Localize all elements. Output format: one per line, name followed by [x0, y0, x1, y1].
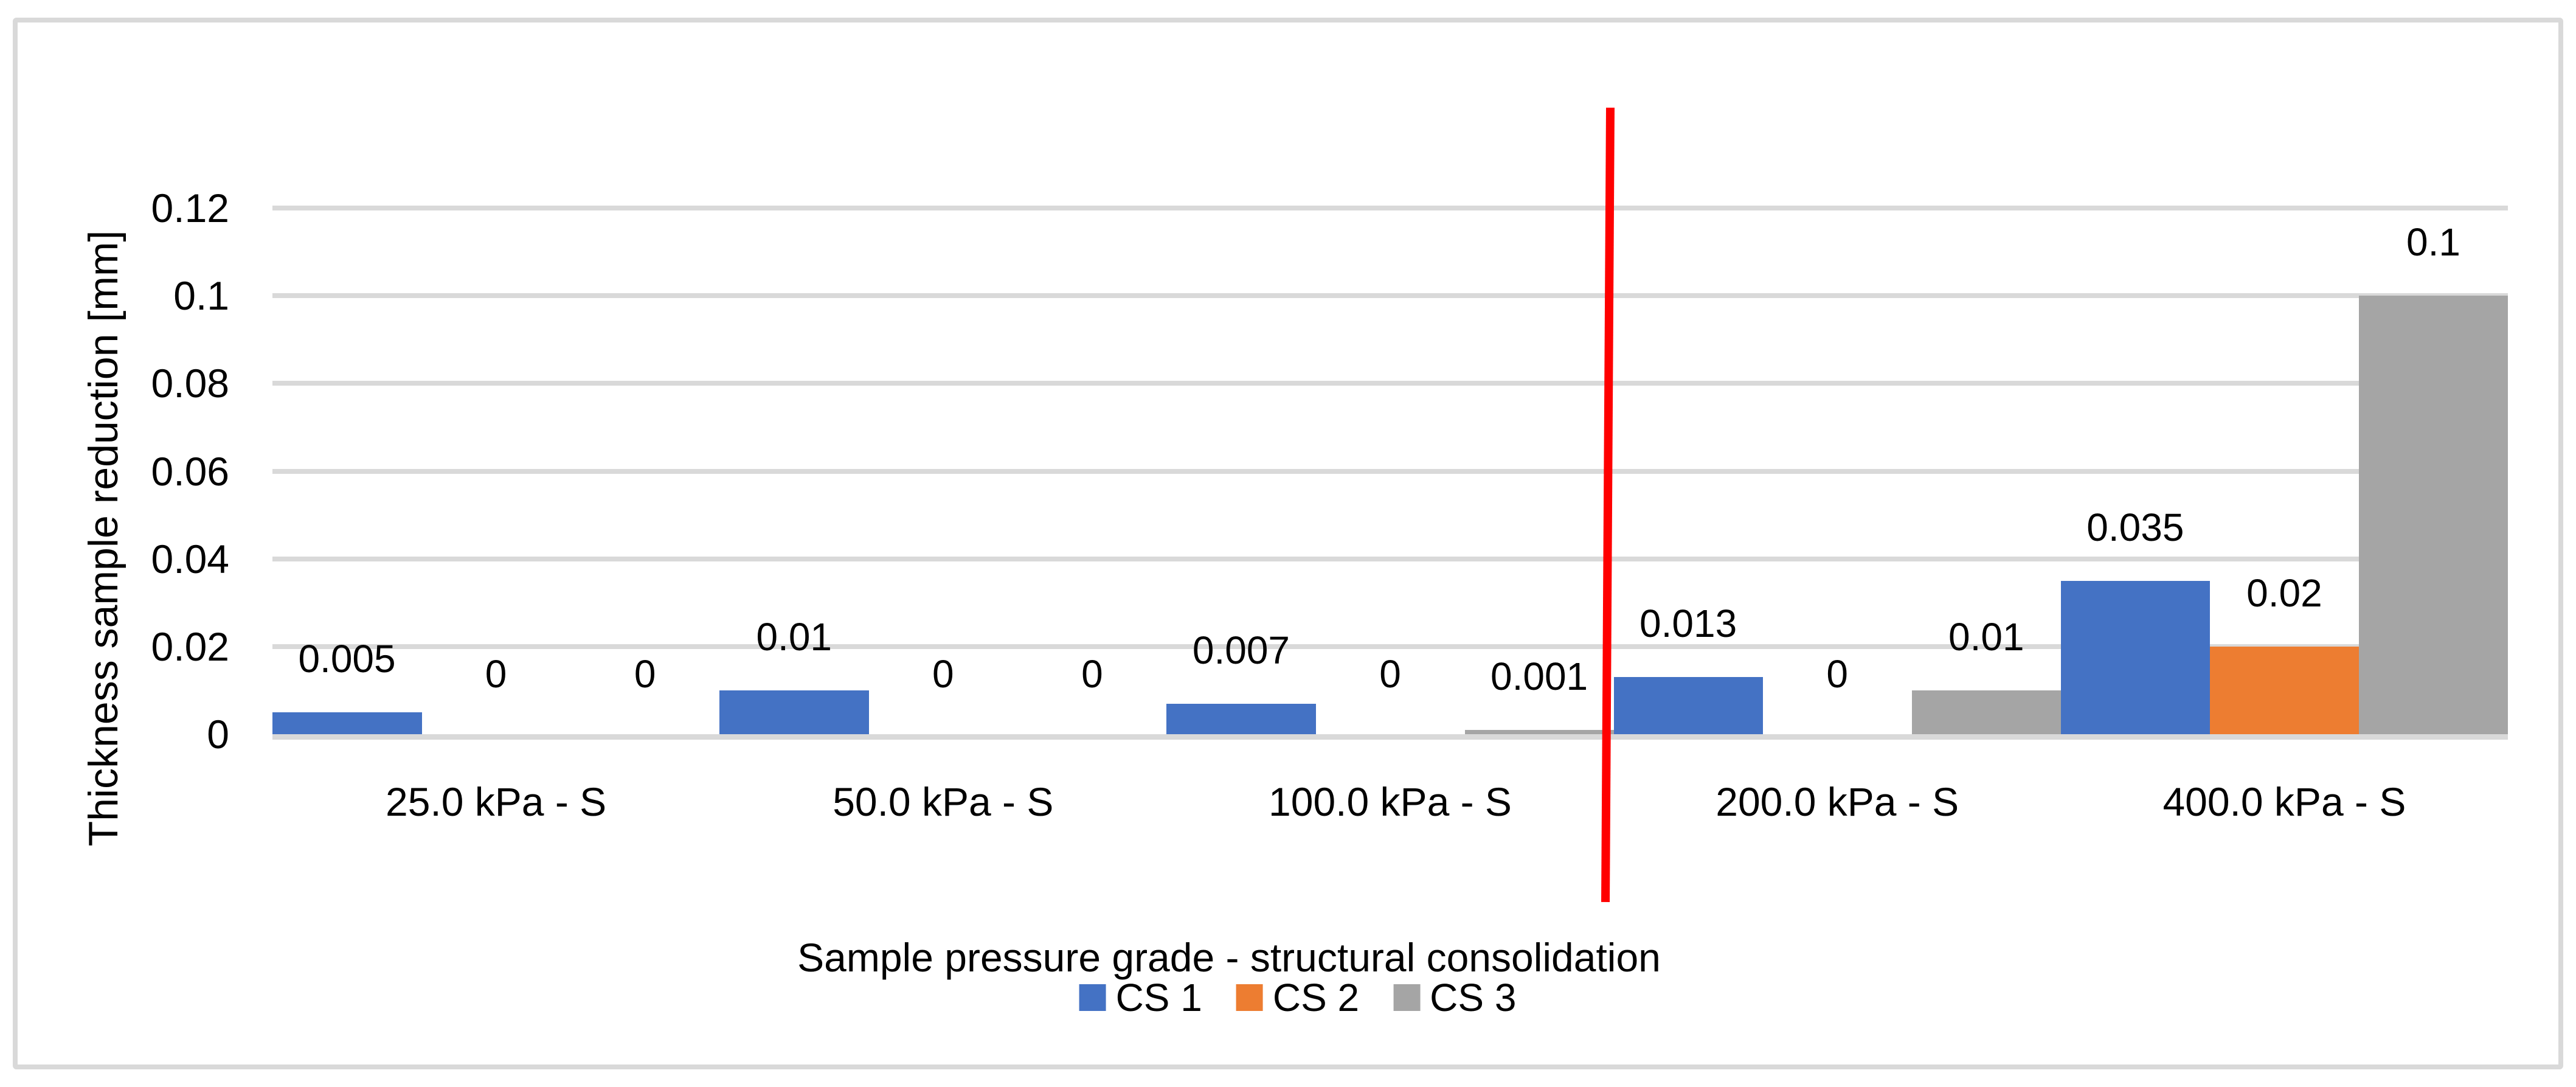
data-label: 0.01 — [1948, 614, 2024, 659]
bar-cs3-100.0 — [1464, 729, 1615, 734]
bar-cs1-400.0 — [2060, 580, 2211, 734]
gridline — [272, 468, 2508, 474]
gridline — [272, 206, 2508, 211]
data-label: 0 — [1379, 652, 1401, 696]
bar-cs1-100.0 — [1166, 703, 1316, 734]
y-axis-title: Thickness sample reduction [mm] — [80, 230, 126, 847]
data-label: 0 — [1826, 652, 1848, 696]
data-label: 0 — [485, 652, 507, 696]
y-tick-label: 0.1 — [173, 273, 229, 319]
legend-swatch-cs2 — [1236, 984, 1263, 1011]
y-tick-label: 0.12 — [151, 186, 229, 231]
gridline — [272, 644, 2508, 649]
legend-label: CS 3 — [1430, 976, 1517, 1019]
figure-border — [13, 18, 2563, 1069]
y-tick-label: 0.04 — [151, 536, 229, 582]
x-category-label: 25.0 kPa - S — [385, 779, 607, 824]
data-label: 0.1 — [2406, 220, 2460, 265]
data-label: 0 — [1081, 652, 1103, 696]
data-label: 0.007 — [1192, 628, 1290, 672]
bar-cs1-50.0 — [719, 690, 869, 734]
data-label: 0.01 — [756, 614, 832, 659]
x-category-label: 100.0 kPa - S — [1269, 779, 1512, 824]
bar-cs3-400.0 — [2358, 296, 2508, 734]
legend-item-cs1: CS 1 — [1079, 974, 1202, 1021]
legend-item-cs2: CS 2 — [1236, 974, 1359, 1021]
data-label: 0.005 — [298, 636, 396, 681]
legend-item-cs3: CS 3 — [1393, 974, 1516, 1021]
data-label: 0 — [634, 652, 656, 696]
legend-label: CS 2 — [1272, 976, 1360, 1019]
x-category-label: 200.0 kPa - S — [1716, 779, 1959, 824]
bar-cs3-200.0 — [1911, 690, 2062, 734]
data-label: 0.035 — [2086, 505, 2184, 549]
data-label: 0.013 — [1639, 602, 1737, 646]
y-tick-label: 0 — [207, 712, 229, 757]
x-axis-title: Sample pressure grade - structural conso… — [797, 935, 1661, 980]
y-tick-label: 0.08 — [151, 361, 229, 406]
data-label: 0.02 — [2246, 571, 2322, 615]
bar-cs1-25.0 — [272, 712, 422, 734]
legend-label: CS 1 — [1115, 976, 1202, 1019]
x-category-label: 50.0 kPa - S — [833, 779, 1054, 824]
data-label: 0 — [932, 652, 954, 696]
x-category-label: 400.0 kPa - S — [2162, 779, 2406, 824]
legend: CS 1 CS 2 CS 3 — [1079, 974, 1516, 1021]
x-axis-line — [272, 734, 2508, 740]
gridline — [272, 293, 2508, 299]
bar-cs1-200.0 — [1613, 677, 1764, 734]
gridline — [272, 381, 2508, 386]
legend-swatch-cs1 — [1079, 984, 1106, 1011]
legend-swatch-cs3 — [1393, 984, 1421, 1011]
y-tick-label: 0.02 — [151, 623, 229, 669]
bar-cs2-400.0 — [2209, 646, 2360, 734]
y-tick-label: 0.06 — [151, 448, 229, 494]
data-label: 0.001 — [1490, 654, 1588, 698]
gridline — [272, 556, 2508, 561]
